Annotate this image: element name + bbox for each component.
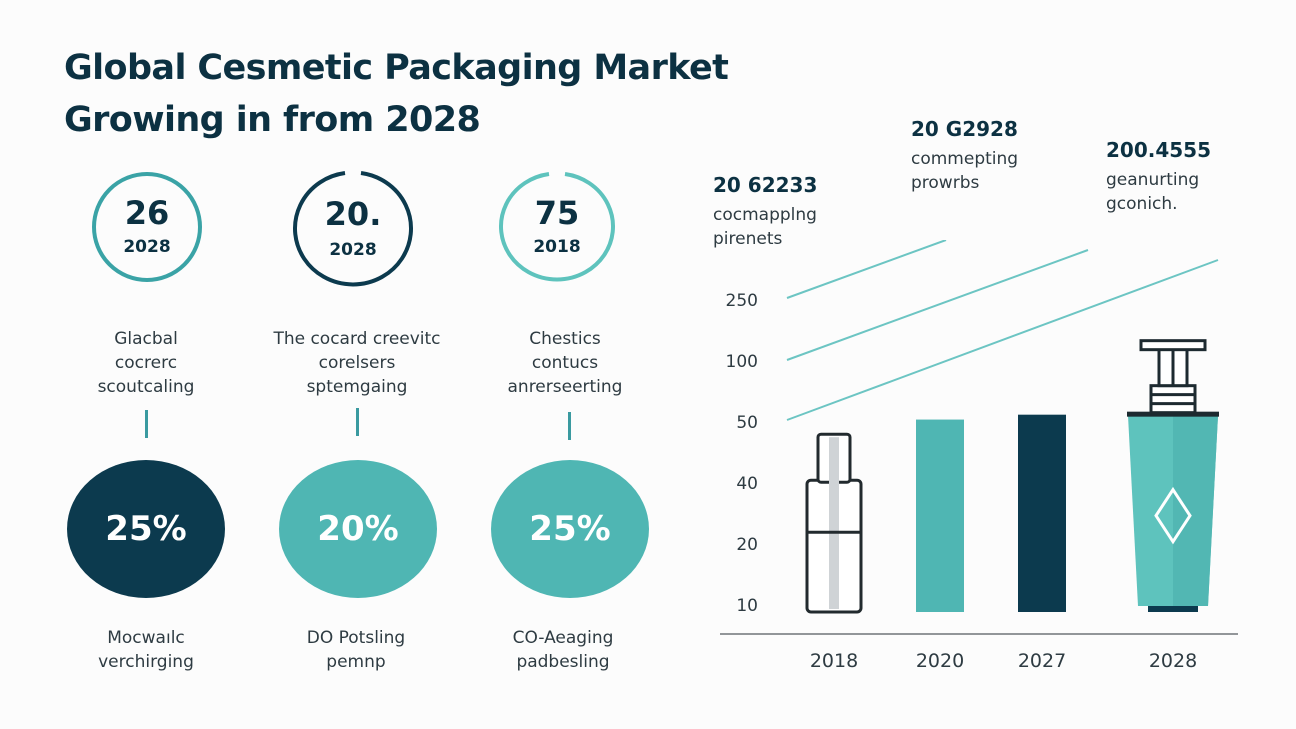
connector-line-1 <box>145 410 148 438</box>
disc-label-3: CO-Aeaging padbesling <box>463 626 663 674</box>
connector-line-3 <box>568 412 571 440</box>
y-tick-label: 40 <box>736 474 758 494</box>
description-line: The cocard creevitc <box>273 329 441 349</box>
pump-collar <box>1149 384 1197 415</box>
trend-line <box>786 240 947 299</box>
callout-line: cocmapplng <box>713 205 817 225</box>
disc-label-line: padbesling <box>516 652 610 672</box>
description-line: Chestics <box>529 329 601 349</box>
percent-disc-1: 25% <box>67 460 225 598</box>
stat-ring-1: 26 2028 <box>91 171 203 283</box>
bottle-shade <box>1173 415 1218 606</box>
x-axis-ticks: 2018 2020 2027 2028 <box>810 650 1197 672</box>
disc-label-line: verchirging <box>98 652 194 672</box>
bar-2027 <box>1018 414 1066 612</box>
x-tick-label: 2018 <box>810 650 858 672</box>
callout-text: geanurting gconich. <box>1106 168 1211 216</box>
disc-value: 20% <box>317 509 399 549</box>
description-line: sptemgaing <box>306 377 408 397</box>
y-tick-label: 250 <box>726 291 758 311</box>
bar-chart: 250 100 50 40 20 10 2018 2020 2027 2028 <box>720 240 1238 672</box>
bars <box>805 339 1219 614</box>
ring-value: 26 <box>124 194 170 232</box>
trend-line <box>786 259 1219 421</box>
description-line: anrerseerting <box>507 377 623 397</box>
disc-label-1: Mocwaılc verchirging <box>46 626 246 674</box>
description-line: scoutcaling <box>97 377 195 397</box>
ring-value: 20. <box>324 195 382 233</box>
ring-outline <box>92 172 202 282</box>
callout-text: cocmapplng pirenets <box>713 203 817 251</box>
disc-value: 25% <box>529 509 611 549</box>
x-tick-label: 2020 <box>916 650 964 672</box>
callout-text: commepting prowrbs <box>911 147 1018 195</box>
y-tick-label: 20 <box>736 535 758 555</box>
y-tick-label: 50 <box>736 413 758 433</box>
description-line: cocrerc <box>114 353 178 373</box>
ring-value: 75 <box>534 194 580 232</box>
y-tick-label: 100 <box>726 352 758 372</box>
y-tick-label: 10 <box>736 596 758 616</box>
ring-outline <box>499 172 615 282</box>
pump-head <box>1139 339 1207 352</box>
stat-ring-2: 20. 2028 <box>291 170 415 288</box>
description-line: contucs <box>531 353 599 373</box>
callout-number: 200.4555 <box>1106 138 1212 162</box>
callout-line: gconich. <box>1106 194 1178 214</box>
description-line: Glacbal <box>114 329 178 349</box>
description-2: The cocard creevitc corelsers sptemgaing <box>247 327 467 399</box>
trend-lines <box>786 240 1219 421</box>
title-line-1: Global Cesmetic Packaging Market <box>64 48 729 88</box>
disc-label-line: CO-Aeaging <box>512 628 614 648</box>
bar-2018-bottle <box>805 432 863 614</box>
callout-1: 20 62233 cocmapplng pirenets <box>713 173 817 251</box>
callout-number: 20 62233 <box>713 173 818 197</box>
callout-line: prowrbs <box>911 173 980 193</box>
disc-label-line: pemnp <box>326 652 386 672</box>
diamond-icon <box>1154 486 1192 545</box>
stat-ring-3: 75 2018 <box>497 171 617 283</box>
ring-year: 2018 <box>533 237 581 257</box>
callout-line: commepting <box>911 149 1019 169</box>
callout-line: geanurting <box>1106 170 1200 190</box>
percent-disc-3: 25% <box>491 460 649 598</box>
description-line: corelsers <box>318 353 396 373</box>
title-line-2: Growing in from 2028 <box>64 100 481 140</box>
disc-label-line: Mocwaılc <box>107 628 185 648</box>
bottle-shoulder <box>1127 411 1219 417</box>
callout-3: 200.4555 geanurting gconich. <box>1106 138 1211 216</box>
bottle-stripe <box>829 437 839 609</box>
callout-number: 20 G2928 <box>911 117 1018 141</box>
disc-label-2: DO Potsling pemnp <box>256 626 456 674</box>
trend-line <box>786 249 1089 361</box>
disc-value: 25% <box>105 509 187 549</box>
bar-2020 <box>916 419 964 612</box>
bar-2028-pump-bottle <box>1127 339 1219 612</box>
ring-year: 2028 <box>123 237 171 257</box>
ring-outline <box>293 171 413 287</box>
callout-2: 20 G2928 commepting prowrbs <box>911 117 1018 195</box>
disc-label-line: DO Potsling <box>306 628 406 648</box>
callout-line: pirenets <box>713 229 783 249</box>
x-tick-label: 2028 <box>1149 650 1197 672</box>
bottle-base <box>1148 606 1198 612</box>
description-1: Glacbal cocrerc scoutcaling <box>36 327 256 399</box>
description-3: Chestics contucs anrerseerting <box>455 327 675 399</box>
connector-line-2 <box>356 408 359 436</box>
ring-year: 2028 <box>329 240 377 260</box>
x-tick-label: 2027 <box>1018 650 1066 672</box>
page-title: Global Cesmetic Packaging Market Growing… <box>64 42 784 146</box>
percent-disc-2: 20% <box>279 460 437 598</box>
y-axis-ticks: 250 100 50 40 20 10 <box>726 291 758 616</box>
